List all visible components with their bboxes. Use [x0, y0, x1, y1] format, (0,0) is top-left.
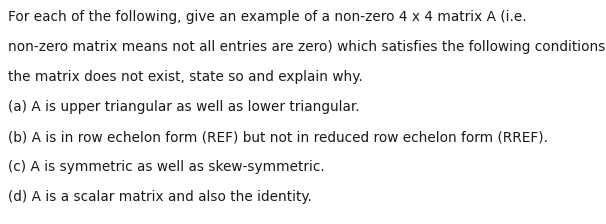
Text: (b) A is in row echelon form (REF) but not in reduced row echelon form (RREF).: (b) A is in row echelon form (REF) but n…	[8, 130, 548, 144]
Text: non-zero matrix means not all entries are zero) which satisfies the following co: non-zero matrix means not all entries ar…	[8, 40, 606, 54]
Text: (d) A is a scalar matrix and also the identity.: (d) A is a scalar matrix and also the id…	[8, 190, 312, 204]
Text: (a) A is upper triangular as well as lower triangular.: (a) A is upper triangular as well as low…	[8, 100, 359, 114]
Text: the matrix does not exist, state so and explain why.: the matrix does not exist, state so and …	[8, 70, 363, 84]
Text: (c) A is symmetric as well as skew-symmetric.: (c) A is symmetric as well as skew-symme…	[8, 160, 325, 174]
Text: For each of the following, give an example of a non-zero 4 x 4 matrix A (i.e.: For each of the following, give an examp…	[8, 10, 527, 24]
